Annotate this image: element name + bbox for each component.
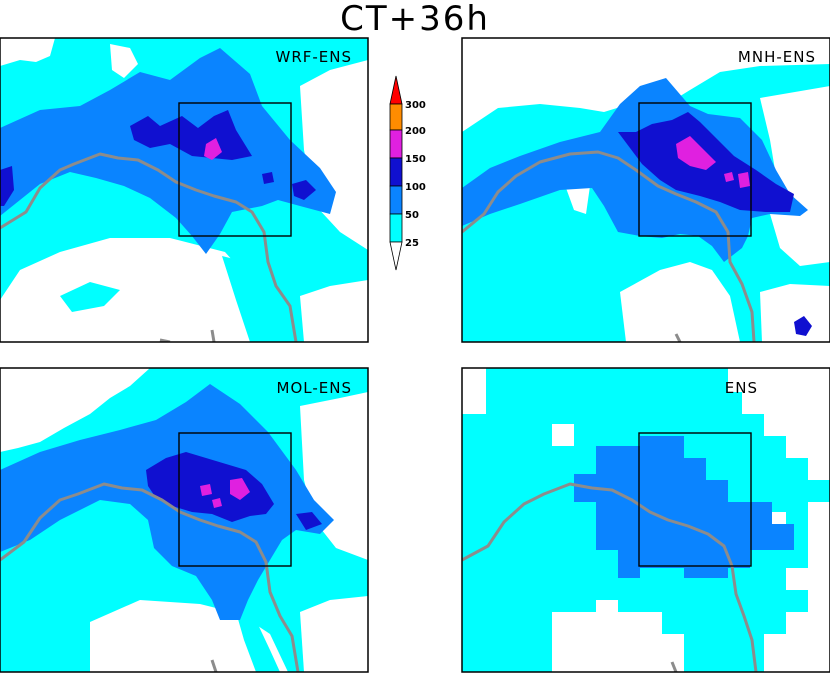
wrf-band-150 xyxy=(204,138,222,160)
mnh-coastline xyxy=(462,150,756,342)
colorbar-cap-top xyxy=(389,75,403,105)
ens-coastline xyxy=(462,482,758,672)
mnh-band-100-spot xyxy=(794,316,812,336)
colorbar-segment-25-50 xyxy=(389,213,403,243)
mnh-white-area-right xyxy=(760,86,830,266)
mol-frame xyxy=(0,367,369,673)
ens-white-area-top-left xyxy=(462,368,486,414)
panel-mnh: MNH-ENS xyxy=(461,37,830,343)
mol-coast-fragment xyxy=(210,659,218,672)
panel-mol: MOL-ENS xyxy=(0,367,369,673)
ens-coast-fragment xyxy=(670,661,678,672)
ens-white-area-small xyxy=(552,424,574,446)
panel-wrf: WRF-ENS xyxy=(0,37,369,343)
mnh-white-area-bottom xyxy=(620,262,740,342)
figure-title: CT+36h xyxy=(340,0,490,39)
wrf-band-100-right xyxy=(292,180,316,200)
mnh-white-area-bottom-right xyxy=(760,284,830,342)
ens-white-area-bottom-left xyxy=(552,600,684,672)
mnh-domain-box xyxy=(638,102,752,237)
mnh-frame xyxy=(461,37,830,343)
colorbar-label-300: 300 xyxy=(405,100,426,111)
colorbar-label-100: 100 xyxy=(405,182,426,193)
mol-label: MOL-ENS xyxy=(277,379,352,397)
ens-white-area-bottom-right xyxy=(764,612,830,672)
wrf-cyan-patch-bottom xyxy=(60,282,120,312)
mnh-band-150-right xyxy=(738,172,750,188)
colorbar-label-200: 200 xyxy=(405,126,426,137)
wrf-band-100-left xyxy=(0,166,14,206)
wrf-coast-fragment-a xyxy=(210,329,216,342)
mol-cyan-strip xyxy=(236,612,280,672)
wrf-band-100-spot xyxy=(262,172,274,184)
wrf-white-area-bottom xyxy=(0,238,270,342)
wrf-cyan-strip-bottom xyxy=(222,256,272,342)
mnh-coast-fragment xyxy=(674,333,682,342)
colorbar-segment-50-100 xyxy=(389,185,403,215)
ens-label: ENS xyxy=(725,379,758,397)
colorbar: 300 200 150 100 50 25 xyxy=(389,75,426,271)
ens-white-area-top-right xyxy=(728,368,830,480)
mol-white-area-top-left xyxy=(0,368,150,452)
colorbar-cap-bottom xyxy=(389,241,403,271)
ens-white-area-right xyxy=(786,502,830,612)
ens-domain-box xyxy=(638,432,752,567)
wrf-domain-box xyxy=(178,102,292,237)
wrf-white-area-bottom-right xyxy=(300,280,368,342)
mnh-band-150-main xyxy=(676,136,716,170)
wrf-coastline xyxy=(0,152,298,342)
wrf-frame xyxy=(0,37,369,343)
wrf-band-100-main xyxy=(130,110,252,160)
panel-ens: ENS xyxy=(461,367,830,673)
wrf-band-50 xyxy=(0,48,336,254)
mol-white-area-bottom-right xyxy=(300,596,368,672)
mol-band-150-main xyxy=(230,478,250,500)
mol-band-150-small xyxy=(200,484,212,496)
mol-domain-box xyxy=(178,432,292,567)
ens-frame xyxy=(461,367,830,673)
colorbar-segment-200-300 xyxy=(389,103,403,131)
wrf-white-area-top-left xyxy=(0,38,55,66)
mol-band-150-spot xyxy=(212,498,222,508)
mnh-band-150-spot xyxy=(724,172,734,182)
mol-coastline xyxy=(0,482,300,672)
colorbar-label-150: 150 xyxy=(405,154,426,165)
colorbar-segment-100-150 xyxy=(389,157,403,187)
wrf-white-area-top-left-2 xyxy=(110,44,138,78)
colorbar-label-50: 50 xyxy=(405,210,419,221)
mol-band-100-right xyxy=(296,512,322,530)
ens-band-50 xyxy=(574,436,794,578)
mnh-label: MNH-ENS xyxy=(738,48,816,66)
wrf-label: WRF-ENS xyxy=(275,48,352,66)
colorbar-segment-150-200 xyxy=(389,129,403,159)
colorbar-label-25: 25 xyxy=(405,238,419,249)
